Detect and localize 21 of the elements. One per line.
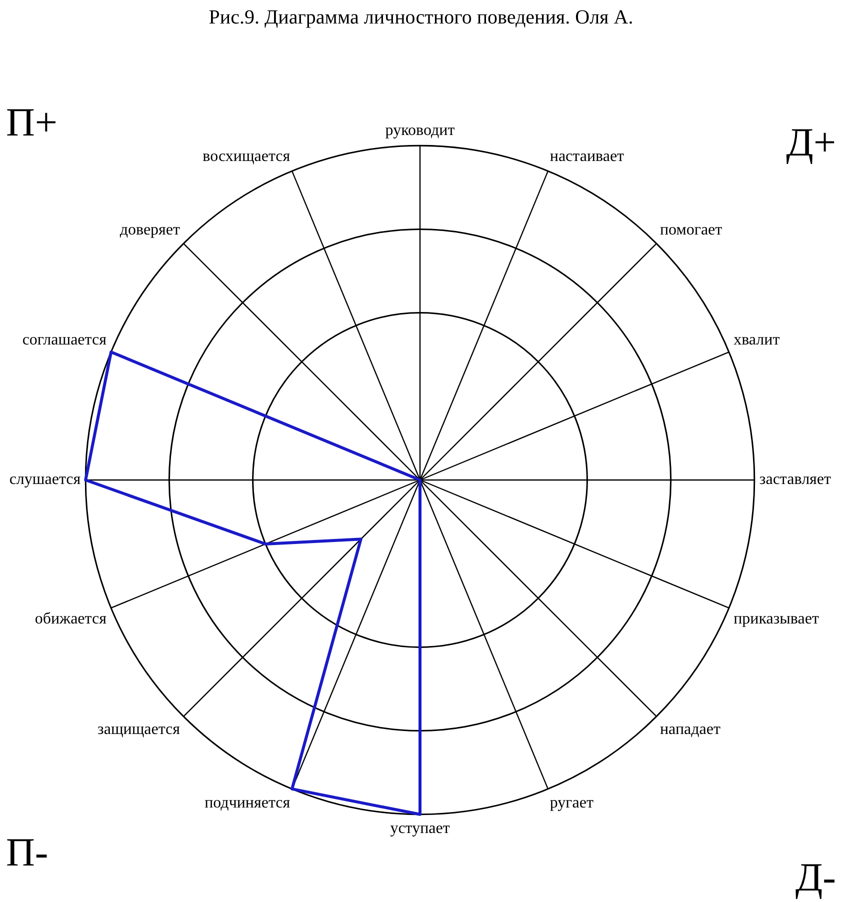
spoke-label: заставляет xyxy=(759,471,832,488)
spoke-label: хвалит xyxy=(734,332,780,349)
spoke-label: приказывает xyxy=(734,610,819,628)
spoke-label: ругает xyxy=(550,794,594,812)
spoke-label: восхищается xyxy=(202,148,291,166)
spoke-label: защищается xyxy=(98,720,181,738)
spoke-label: помогает xyxy=(660,222,722,239)
spoke-label: нападает xyxy=(660,720,720,738)
spoke-label: доверяет xyxy=(120,222,180,239)
text: П- xyxy=(6,830,48,874)
chart-title: Рис.9. Диаграмма личностного поведения. Оля А. xyxy=(208,6,634,28)
spoke-label: слушается xyxy=(9,471,82,488)
text: Д- xyxy=(795,854,836,900)
spoke-label: уступает xyxy=(390,820,450,838)
spoke-label: обижается xyxy=(34,610,108,628)
spoke-label: соглашается xyxy=(22,332,108,349)
spoke-label: подчиняется xyxy=(204,794,291,812)
text: П+ xyxy=(6,100,58,144)
spoke-label: руководит xyxy=(385,122,455,140)
text: Д+ xyxy=(786,120,836,164)
spoke-label: настаивает xyxy=(550,148,624,166)
